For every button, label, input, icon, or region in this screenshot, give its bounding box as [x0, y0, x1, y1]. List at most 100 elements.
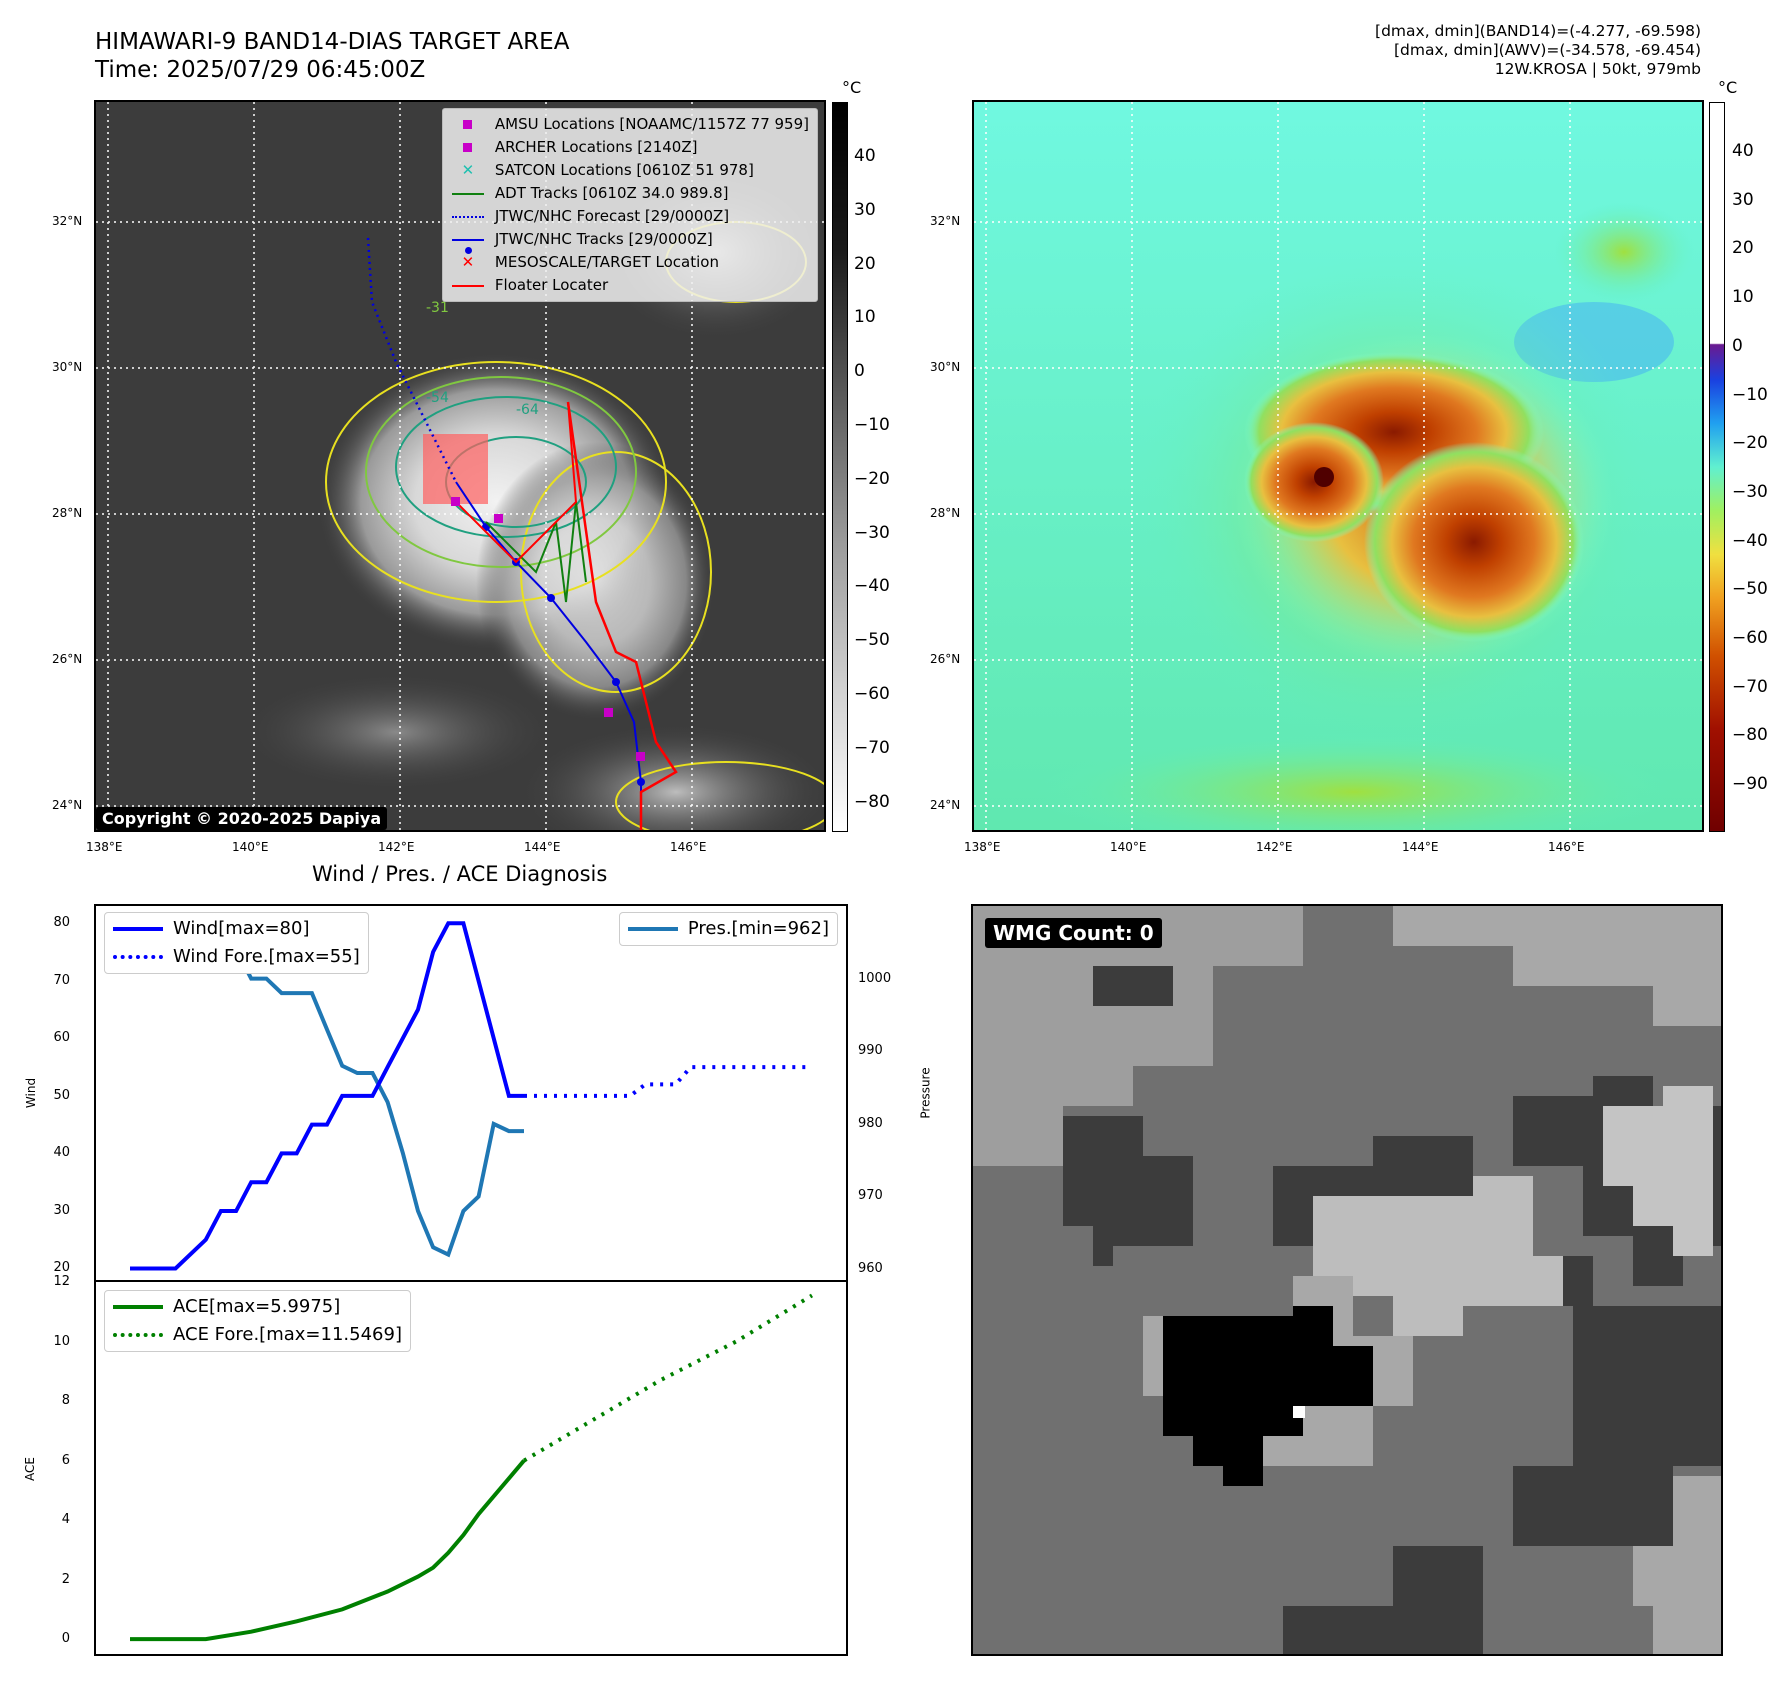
colorbar-tick: −80 [854, 791, 890, 812]
wmg-image [973, 906, 1721, 1654]
line-icon [451, 192, 485, 195]
legend-item-floater: Floater Locater [451, 274, 809, 297]
dotted-line-icon [113, 955, 163, 959]
ace-ytick: 12 [53, 1274, 70, 1289]
colorbar-tick: 20 [1732, 238, 1754, 259]
lat-tick: 24°N [930, 798, 961, 812]
colorbar-tick: −80 [1732, 725, 1768, 746]
lat-tick: 24°N [52, 798, 83, 812]
lon-tick: 142°E [1256, 840, 1293, 854]
ace-forecast-line [522, 1293, 814, 1463]
lat-tick: 30°N [52, 360, 83, 374]
info-line-1: [dmax, dmin](BAND14)=(-4.277, -69.598) [1375, 22, 1701, 40]
lat-tick: 28°N [930, 506, 961, 520]
wmg-panel: WMG Count: 0 [971, 904, 1723, 1656]
lon-tick: 144°E [524, 840, 561, 854]
colorbar-tick: −10 [854, 415, 890, 435]
line-icon [113, 927, 163, 931]
ir-map-legend: AMSU Locations [NOAAMC/1157Z 77 959] ARC… [441, 108, 818, 302]
legend-item-pressure: Pres.[min=962] [627, 915, 829, 943]
line-dot-icon [451, 238, 485, 254]
colorbar-tick: −90 [1732, 774, 1768, 795]
colorbar-tick: 40 [854, 146, 876, 166]
legend-item-wind: Wind[max=80] [113, 915, 360, 943]
pressure-ytick: 1000 [858, 970, 892, 986]
x-marker-icon: ✕ [461, 253, 475, 271]
lat-tick: 28°N [52, 506, 83, 520]
line-icon [627, 927, 678, 931]
diagnosis-title: Wind / Pres. / ACE Diagnosis [312, 862, 608, 886]
colorbar-tick: −50 [1732, 579, 1768, 600]
colorbar-tick: 40 [1732, 141, 1754, 161]
awv-map-image [974, 102, 1702, 830]
legend-item-ace-forecast: ACE Fore.[max=11.5469] [113, 1321, 402, 1349]
dotted-line-icon [451, 215, 485, 218]
legend-item-satcon: ✕ SATCON Locations [0610Z 51 978] [451, 159, 809, 182]
colorbar-tick: 30 [854, 199, 876, 220]
colorbar-tick: 0 [854, 361, 865, 382]
ace-line [130, 1459, 526, 1642]
wind-ytick: 20 [53, 1260, 70, 1276]
ace-ytick: 8 [61, 1393, 70, 1409]
wind-ytick: 80 [53, 915, 70, 931]
awv-colorbar-unit: °C [1718, 78, 1738, 97]
square-marker-icon [451, 120, 485, 129]
colorbar-tick: 20 [854, 253, 876, 274]
ir-colorbar [832, 102, 848, 832]
lat-tick: 26°N [52, 652, 83, 666]
title-line-1: HIMAWARI-9 BAND14-DIAS TARGET AREA [95, 29, 570, 55]
pressure-ytick: 960 [858, 1261, 883, 1277]
contour-label: -64 [516, 402, 539, 418]
lon-tick: 138°E [86, 840, 123, 854]
legend-item-jtwc-forecast: JTWC/NHC Forecast [29/0000Z] [451, 205, 809, 228]
lon-tick: 140°E [1110, 840, 1147, 854]
colorbar-tick: 10 [854, 307, 876, 328]
wmg-count-badge: WMG Count: 0 [985, 918, 1162, 948]
contour-label: -54 [426, 390, 449, 406]
colorbar-tick: −20 [854, 468, 890, 489]
colorbar-tick: 30 [1732, 189, 1754, 210]
info-block: [dmax, dmin](BAND14)=(-4.277, -69.598) [… [1375, 22, 1701, 79]
legend-item-wind-forecast: Wind Fore.[max=55] [113, 943, 360, 971]
wind-line [130, 921, 524, 1271]
awv-colorbar [1709, 102, 1725, 832]
colorbar-tick: −70 [1732, 676, 1768, 697]
wind-ytick: 30 [53, 1202, 70, 1218]
legend-item-jtwc-tracks: JTWC/NHC Tracks [29/0000Z] [451, 228, 809, 254]
copyright-badge: Copyright © 2020-2025 Dapiya [96, 807, 388, 830]
colorbar-tick: −10 [1732, 384, 1768, 405]
ace-ytick: 4 [61, 1512, 70, 1528]
ace-ytick: 2 [61, 1571, 70, 1587]
contour-label: -31 [426, 300, 449, 316]
lat-tick: 32°N [930, 214, 961, 228]
colorbar-tick: −20 [1732, 433, 1768, 454]
figure-title: HIMAWARI-9 BAND14-DIAS TARGET AREA Time:… [95, 28, 569, 84]
pressure-ytick: 990 [858, 1043, 883, 1059]
ace-axis-label: ACE [22, 1457, 37, 1481]
legend-item-amsu: AMSU Locations [NOAAMC/1157Z 77 959] [451, 113, 809, 136]
ace-panel: ACE[max=5.9975] ACE Fore.[max=11.5469] [94, 1280, 848, 1656]
lon-tick: 138°E [964, 840, 1001, 854]
lon-tick: 144°E [1402, 840, 1439, 854]
line-icon [451, 284, 485, 287]
colorbar-tick: −40 [1732, 530, 1768, 551]
wind-ytick: 70 [53, 972, 70, 988]
x-marker-icon: ✕ [461, 161, 475, 179]
lat-tick: 32°N [52, 214, 83, 228]
legend-item-adt: ADT Tracks [0610Z 34.0 989.8] [451, 182, 809, 205]
colorbar-tick: −70 [854, 737, 890, 758]
ace-ytick: 6 [61, 1452, 70, 1468]
title-line-2: Time: 2025/07/29 06:45:00Z [95, 57, 426, 83]
pressure-legend: Pres.[min=962] [618, 912, 838, 946]
ace-plot [130, 1293, 814, 1642]
dotted-line-icon [113, 1333, 163, 1337]
lon-tick: 146°E [670, 840, 707, 854]
lat-tick: 26°N [930, 652, 961, 666]
colorbar-tick: −30 [854, 522, 890, 543]
pressure-ytick: 970 [858, 1188, 883, 1204]
info-line-2: [dmax, dmin](AWV)=(-34.578, -69.454) [1394, 41, 1701, 59]
legend-item-ace: ACE[max=5.9975] [113, 1293, 402, 1321]
lon-tick: 140°E [232, 840, 269, 854]
wind-ytick: 50 [53, 1087, 70, 1103]
ir-colorbar-unit: °C [842, 78, 862, 97]
